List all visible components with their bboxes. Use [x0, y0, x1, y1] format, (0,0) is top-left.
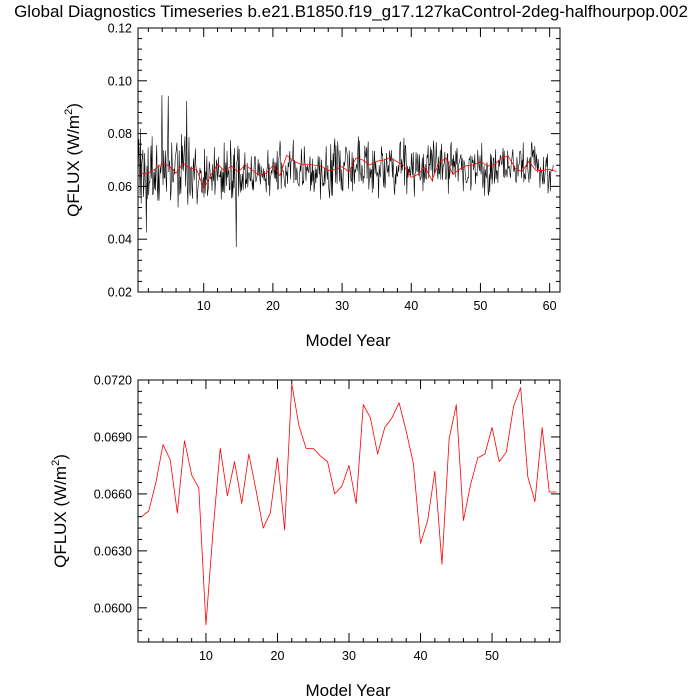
- top-series-monthly: [137, 95, 554, 248]
- top-x-tick-label: 50: [473, 299, 487, 313]
- top-x-tick-label: 60: [543, 299, 557, 313]
- bottom-y-tick-label: 0.0690: [94, 430, 132, 444]
- bottom-plot-frame: [137, 379, 561, 643]
- top-y-tick-label: 0.08: [108, 127, 132, 141]
- top-x-axis-title: Model Year: [305, 331, 390, 350]
- top-series-annual: [141, 154, 557, 190]
- bottom-y-tick-label: 0.0720: [94, 374, 132, 388]
- bottom-x-tick-label: 50: [485, 649, 499, 663]
- top-x-tick-label: 10: [197, 299, 211, 313]
- bottom-x-tick-label: 20: [271, 649, 285, 663]
- bottom-x-tick-label: 10: [199, 649, 213, 663]
- bottom-series-annual: [141, 383, 557, 626]
- bottom-y-tick-label: 0.0600: [94, 601, 132, 615]
- top-y-axis-title: QFLUX (W/m2): [63, 103, 83, 217]
- bottom-y-tick-label: 0.0630: [94, 544, 132, 558]
- bottom-y-tick-label: 0.0660: [94, 487, 132, 501]
- top-y-tick-label: 0.10: [108, 74, 132, 88]
- top-x-tick-label: 30: [335, 299, 349, 313]
- bottom-y-axis-title: QFLUX (W/m2): [50, 454, 70, 568]
- top-panel: 10 20 30 40 50 60 0.02 0.04 0.06 0.08 0.10 0.12 Mode…: [63, 22, 561, 350]
- bottom-x-tick-label: 30: [342, 649, 356, 663]
- bottom-x-tick-label: 40: [414, 649, 428, 663]
- top-y-tick-label: 0.12: [108, 22, 132, 36]
- top-y-tick-label: 0.04: [108, 233, 132, 247]
- top-x-tick-label: 20: [266, 299, 280, 313]
- top-y-tick-label: 0.02: [108, 286, 132, 300]
- top-x-tick-label: 40: [404, 299, 418, 313]
- bottom-panel: 10 20 30 40 50 0.0600 0.0630 0.0660 0.0690 0.0720…: [50, 374, 561, 700]
- figure-title: Global Diagnostics Timeseries b.e21.B185…: [14, 2, 688, 21]
- top-y-tick-label: 0.06: [108, 180, 132, 194]
- top-plot-frame: [137, 27, 561, 293]
- bottom-x-axis-title: Model Year: [305, 681, 390, 700]
